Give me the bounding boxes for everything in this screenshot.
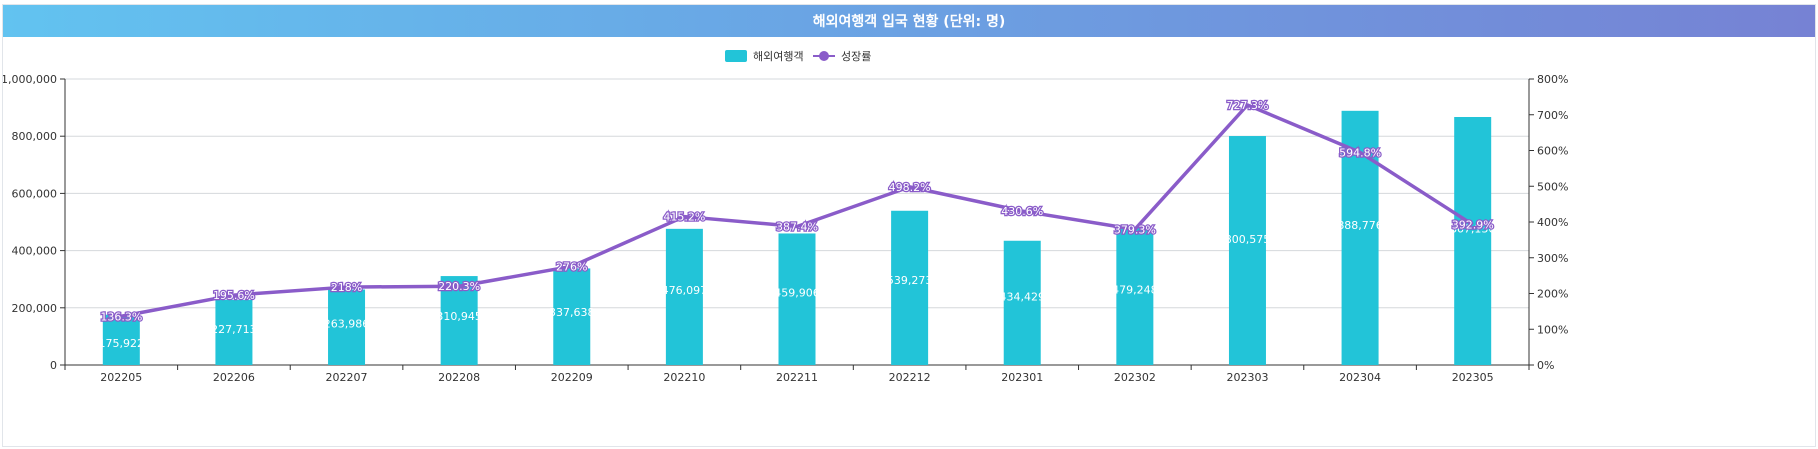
y-left-tick-label: 400,000 <box>12 245 58 258</box>
x-tick-label: 202209 <box>551 371 593 384</box>
legend-label-visitors: 해외여행객 <box>753 49 804 63</box>
growth-value-label: 392.9% <box>1452 219 1494 232</box>
bar-value-label: 434,429 <box>999 291 1045 304</box>
combo-chart: 해외여행객 성장률 0 200,000 400,000 600,000 800,000 1,0… <box>3 49 1568 384</box>
growth-value-label: 727.3% <box>1226 99 1268 112</box>
bar-value-label: 479,248 <box>1112 284 1158 297</box>
bar <box>1003 240 1041 365</box>
bar-value-label: 800,575 <box>1225 233 1271 246</box>
x-tick-label: 202206 <box>213 371 255 384</box>
y-right-tick-label: 800% <box>1537 73 1568 86</box>
x-tick-label: 202303 <box>1226 371 1268 384</box>
x-tick-label: 202301 <box>1001 371 1043 384</box>
bar <box>1454 117 1492 365</box>
bar-value-label: 175,922 <box>99 337 145 350</box>
x-tick-label: 202304 <box>1339 371 1381 384</box>
bar <box>102 314 140 365</box>
bar-value-label: 476,097 <box>662 284 708 297</box>
legend-label-growth: 성장률 <box>841 50 871 63</box>
growth-value-label: 430.6% <box>1001 205 1043 218</box>
chart-panel: 해외여행객 입국 현황 (단위: 명) 해외여행객 성장률 0 200,000 400,… <box>2 4 1816 447</box>
growth-line <box>120 103 1474 318</box>
bar <box>553 268 591 365</box>
y-left-tick-label: 800,000 <box>12 130 58 143</box>
growth-value-label: 136.3% <box>100 310 142 323</box>
growth-value-label: 594.8% <box>1339 146 1381 159</box>
y-left-tick-label: 1,000,000 <box>3 73 57 86</box>
bar <box>215 299 253 365</box>
bar-value-label: 227,713 <box>211 323 257 336</box>
growth-value-label: 415.2% <box>663 211 705 224</box>
y-right-tick-label: 100% <box>1537 323 1568 336</box>
bar-value-label: 539,273 <box>887 274 933 287</box>
bar <box>665 228 703 365</box>
growth-value-label: 498.2% <box>889 181 931 194</box>
legend-marker-growth <box>819 51 829 61</box>
bar <box>1116 227 1154 365</box>
bar <box>1228 136 1266 365</box>
growth-value-label: 218% <box>331 281 362 294</box>
legend-swatch-visitors <box>725 50 747 62</box>
x-tick-label: 202210 <box>663 371 705 384</box>
x-tick-label: 202302 <box>1114 371 1156 384</box>
growth-value-label: 195.6% <box>213 289 255 302</box>
bar-value-label: 310,945 <box>436 310 482 323</box>
y-right-tick-label: 700% <box>1537 109 1568 122</box>
bar <box>440 276 478 365</box>
x-tick-label: 202208 <box>438 371 480 384</box>
x-tick-label: 202305 <box>1452 371 1494 384</box>
growth-value-label: 387.4% <box>776 221 818 234</box>
growth-value-label: 220.3% <box>438 280 480 293</box>
y-right-tick-label: 200% <box>1537 288 1568 301</box>
y-right-tick-label: 300% <box>1537 252 1568 265</box>
y-left-tick-label: 200,000 <box>12 302 58 315</box>
bar-value-label: 459,906 <box>774 287 820 300</box>
bar-value-label: 263,986 <box>324 317 370 330</box>
y-right-tick-label: 0% <box>1537 359 1554 372</box>
bar-value-label: 867,130 <box>1450 223 1496 236</box>
growth-value-label: 379.3% <box>1114 223 1156 236</box>
y-right-tick-label: 400% <box>1537 216 1568 229</box>
x-tick-label: 202207 <box>326 371 368 384</box>
chart-title: 해외여행객 입국 현황 (단위: 명) <box>3 5 1815 37</box>
y-right-tick-label: 600% <box>1537 145 1568 158</box>
y-left-tick-label: 600,000 <box>12 187 58 200</box>
growth-value-label: 276% <box>556 260 587 273</box>
bar <box>328 289 366 365</box>
y-left-tick-label: 0 <box>50 359 57 372</box>
y-right-tick-label: 500% <box>1537 180 1568 193</box>
bar <box>778 233 816 365</box>
bar-value-label: 888,776 <box>1337 219 1383 232</box>
x-tick-label: 202212 <box>889 371 931 384</box>
bar-value-label: 337,638 <box>549 306 595 319</box>
bar <box>891 210 929 365</box>
x-tick-label: 202211 <box>776 371 818 384</box>
x-tick-label: 202205 <box>100 371 142 384</box>
